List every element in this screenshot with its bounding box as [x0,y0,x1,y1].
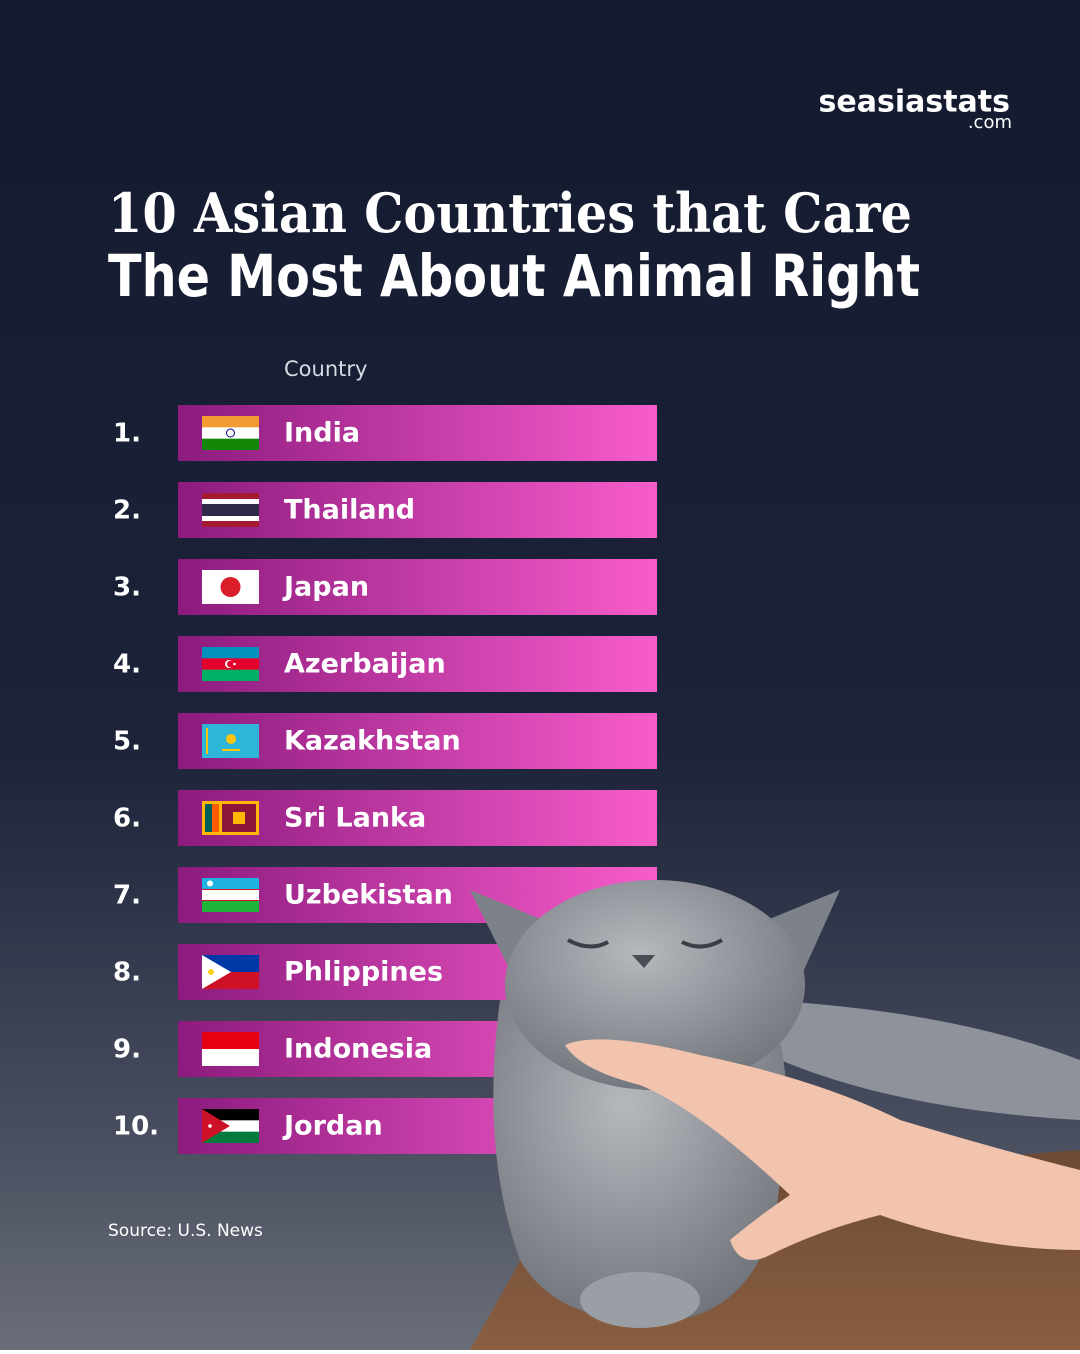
flag [202,1109,259,1143]
country-name: Kazakhstan [284,726,461,757]
rank: 4. [113,650,141,680]
rank: 7. [113,881,141,911]
rank: 9. [113,1035,141,1065]
country-name: Uzbekistan [284,880,453,911]
country-name: Phlippines [284,957,443,988]
title-line-1: 10 Asian Countries that Care [108,181,912,245]
title-line-2: The Most About Animal Right [108,242,920,310]
brand-name: seasiastats [819,85,1010,120]
flag [202,647,259,681]
country-name: Indonesia [284,1034,432,1065]
column-header: Country [284,357,367,381]
brand-domain: .com [968,112,1012,133]
flag [202,1032,259,1066]
rank: 10. [113,1112,159,1142]
source: Source: U.S. News [108,1221,263,1241]
flag [202,801,259,835]
flag [202,416,259,450]
blanket [760,1000,1080,1120]
flag [202,724,259,758]
rank: 2. [113,496,141,526]
country-name: Azerbaijan [284,649,446,680]
rank: 3. [113,573,141,603]
flag [202,570,259,604]
flag [202,955,259,989]
flag [202,878,259,912]
cat-photo [470,880,1080,1328]
flag [202,493,259,527]
country-name: India [284,418,360,449]
rank: 5. [113,727,141,757]
rank: 8. [113,958,141,988]
rank: 6. [113,804,141,834]
rank: 1. [113,419,141,449]
country-name: Thailand [284,495,415,526]
country-name: Sri Lanka [284,803,426,834]
country-name: Jordan [282,1111,383,1142]
country-name: Japan [282,572,369,603]
